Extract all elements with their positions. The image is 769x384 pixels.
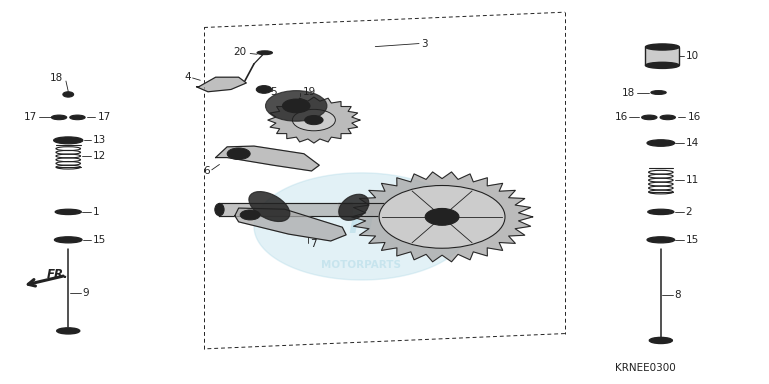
Text: 16: 16	[687, 113, 701, 122]
Ellipse shape	[647, 237, 674, 243]
Text: 18: 18	[50, 73, 63, 83]
Ellipse shape	[654, 91, 662, 93]
Ellipse shape	[647, 140, 674, 146]
Text: 15: 15	[685, 235, 699, 245]
Text: 4: 4	[185, 72, 191, 82]
Ellipse shape	[54, 137, 83, 144]
Circle shape	[305, 116, 323, 125]
Polygon shape	[268, 97, 360, 143]
Ellipse shape	[339, 194, 369, 220]
Ellipse shape	[654, 238, 667, 242]
Text: FR.: FR.	[47, 268, 68, 281]
Ellipse shape	[61, 139, 76, 142]
Ellipse shape	[645, 62, 679, 68]
Ellipse shape	[52, 115, 67, 120]
Circle shape	[282, 99, 310, 113]
Text: 7: 7	[310, 238, 317, 249]
Text: 18: 18	[622, 88, 635, 98]
Ellipse shape	[641, 115, 657, 120]
Text: 2: 2	[685, 207, 692, 217]
Polygon shape	[254, 173, 469, 280]
Text: 3: 3	[421, 38, 428, 48]
Text: 14: 14	[685, 138, 699, 148]
Text: 20: 20	[234, 47, 247, 57]
Polygon shape	[196, 77, 246, 92]
Ellipse shape	[654, 210, 667, 213]
Text: 17: 17	[98, 113, 111, 122]
Ellipse shape	[647, 209, 674, 215]
Ellipse shape	[257, 51, 272, 55]
Circle shape	[240, 210, 260, 220]
Ellipse shape	[62, 238, 75, 242]
Ellipse shape	[62, 210, 75, 213]
Circle shape	[63, 92, 74, 97]
Ellipse shape	[649, 338, 672, 344]
Ellipse shape	[74, 116, 82, 119]
Text: 19: 19	[302, 87, 315, 97]
Text: 17: 17	[25, 113, 38, 122]
Circle shape	[256, 86, 271, 93]
Ellipse shape	[215, 204, 224, 216]
Circle shape	[379, 185, 505, 248]
Polygon shape	[215, 146, 319, 171]
Ellipse shape	[664, 116, 671, 119]
Text: 13: 13	[93, 135, 106, 146]
Text: 8: 8	[674, 290, 681, 300]
Text: 10: 10	[685, 51, 698, 61]
Text: 16: 16	[614, 113, 628, 122]
Circle shape	[265, 91, 327, 121]
Text: 11: 11	[685, 175, 699, 185]
Ellipse shape	[249, 192, 290, 222]
Text: MOTORPARTS: MOTORPARTS	[321, 260, 401, 270]
Text: 12: 12	[93, 151, 106, 161]
Text: H: H	[348, 210, 375, 239]
Polygon shape	[219, 204, 352, 216]
Ellipse shape	[651, 91, 666, 94]
Ellipse shape	[660, 115, 675, 120]
Circle shape	[292, 109, 335, 131]
Ellipse shape	[57, 328, 80, 334]
Polygon shape	[351, 172, 533, 262]
Ellipse shape	[55, 209, 82, 215]
Text: 6: 6	[203, 166, 209, 176]
Ellipse shape	[70, 115, 85, 120]
Ellipse shape	[55, 237, 82, 243]
Ellipse shape	[654, 141, 667, 144]
Circle shape	[227, 148, 250, 159]
Ellipse shape	[645, 44, 679, 50]
Bar	[645, 47, 679, 65]
Text: 5: 5	[270, 87, 277, 97]
Text: 9: 9	[82, 288, 88, 298]
Ellipse shape	[55, 116, 63, 119]
Ellipse shape	[645, 116, 653, 119]
Text: 15: 15	[93, 235, 106, 245]
Text: KRNEE0300: KRNEE0300	[614, 363, 675, 373]
Text: 1: 1	[93, 207, 99, 217]
Polygon shape	[338, 204, 442, 216]
Polygon shape	[235, 208, 346, 241]
Circle shape	[425, 209, 459, 225]
